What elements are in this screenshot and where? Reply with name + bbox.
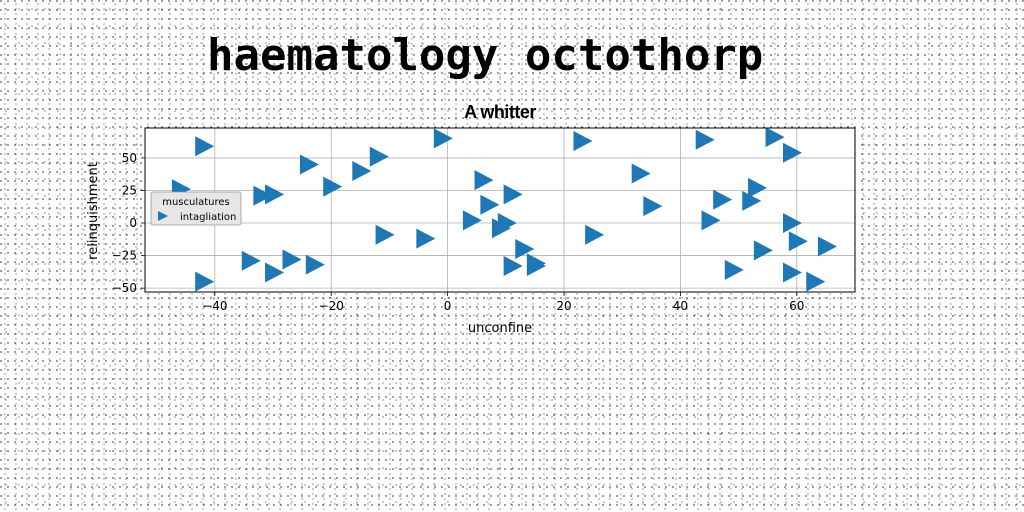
data-point [724, 259, 744, 280]
axis-ticks: −40 −20 0 20 40 60 −50 −25 0 25 50 [112, 151, 805, 313]
data-point [782, 213, 802, 234]
legend: musculatures intagliation [150, 191, 242, 226]
chart-title: A whitter [464, 102, 536, 122]
data-point [195, 136, 215, 157]
data-point [526, 255, 546, 276]
data-point [474, 170, 494, 191]
data-point [788, 231, 808, 252]
data-point [782, 142, 802, 163]
data-point [282, 249, 302, 270]
y-tick-label: 50 [122, 151, 137, 165]
x-tick-label: 40 [673, 299, 688, 313]
grid [145, 128, 855, 292]
data-point [695, 129, 715, 150]
legend-box [150, 191, 242, 226]
data-point [573, 131, 593, 152]
data-point [265, 184, 285, 205]
data-point [299, 154, 319, 175]
legend-marker-icon [158, 211, 168, 221]
data-point [195, 271, 215, 292]
page-title: haematology octothorp [207, 30, 764, 81]
data-point [753, 240, 773, 261]
legend-title: musculatures [162, 197, 230, 208]
data-point [748, 177, 768, 198]
data-point [265, 262, 285, 283]
plot-frame [144, 127, 856, 293]
data-point [742, 190, 762, 211]
data-point [782, 262, 802, 283]
y-axis-label: relinquishment [86, 162, 101, 260]
data-point [713, 189, 733, 210]
data-point [369, 146, 389, 167]
y-tick-label: 0 [129, 216, 137, 230]
data-point [462, 210, 482, 231]
data-point [305, 254, 325, 275]
data-point [433, 128, 453, 149]
legend-label: intagliation [180, 212, 236, 223]
data-point [503, 255, 523, 276]
data-point [585, 224, 605, 245]
plot-area [144, 127, 856, 293]
x-axis-label: unconfine [468, 321, 532, 336]
x-tick-label: −20 [319, 299, 344, 313]
x-tick-label: −40 [202, 299, 227, 313]
data-point [631, 163, 651, 184]
data-point [253, 185, 273, 206]
data-point [806, 271, 826, 292]
x-tick-label: 0 [444, 299, 452, 313]
data-point [503, 184, 523, 205]
data-point [515, 239, 535, 260]
data-points [171, 127, 837, 292]
data-point [497, 213, 517, 234]
y-tick-label: −50 [112, 281, 137, 295]
data-point [416, 228, 436, 249]
data-point [701, 210, 721, 231]
data-point [375, 224, 395, 245]
y-tick-label: −25 [112, 249, 137, 263]
data-point [323, 176, 343, 197]
x-tick-label: 60 [789, 299, 804, 313]
data-point [643, 196, 663, 217]
y-tick-label: 25 [122, 183, 137, 197]
data-point [480, 194, 500, 215]
x-tick-label: 20 [556, 299, 571, 313]
data-point [241, 250, 261, 271]
data-point [817, 236, 837, 257]
data-point [352, 160, 372, 181]
data-point [765, 127, 785, 148]
